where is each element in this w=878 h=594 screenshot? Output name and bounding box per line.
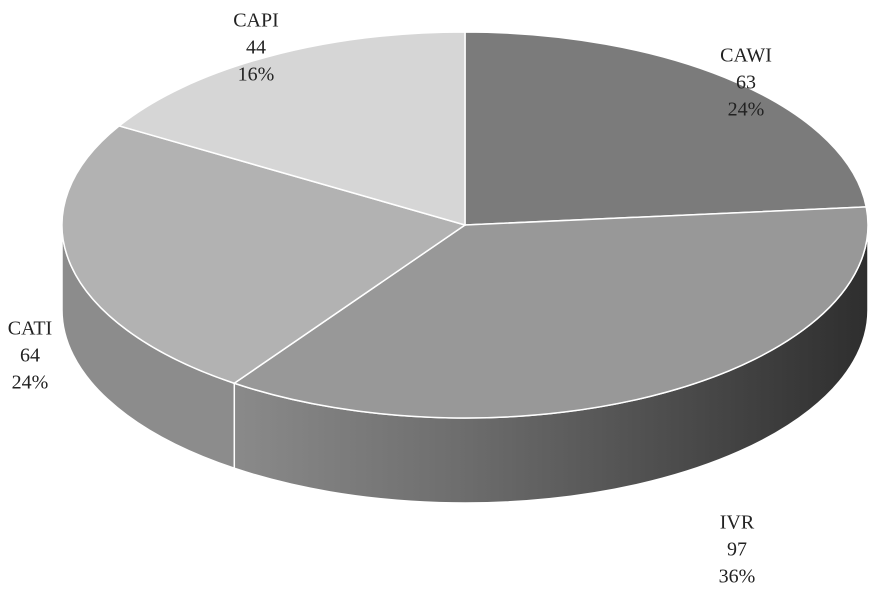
slice-value: 64 (20, 345, 40, 367)
slice (464, 31, 868, 226)
slice-label: IVR (720, 512, 755, 534)
slice-value: 44 (246, 37, 266, 59)
slice (117, 31, 466, 226)
slice-percent: 36% (719, 566, 756, 588)
slice-label: CATI (8, 318, 52, 340)
slice (61, 125, 467, 385)
slice-percent: 24% (728, 99, 765, 121)
slice-value: 97 (727, 539, 747, 561)
slice-value: 63 (736, 72, 756, 94)
slice-percent: 24% (12, 372, 49, 394)
slice (232, 206, 869, 419)
slice-label: CAWI (720, 45, 772, 67)
slice-label: CAPI (233, 10, 279, 32)
slice-percent: 16% (238, 64, 275, 86)
